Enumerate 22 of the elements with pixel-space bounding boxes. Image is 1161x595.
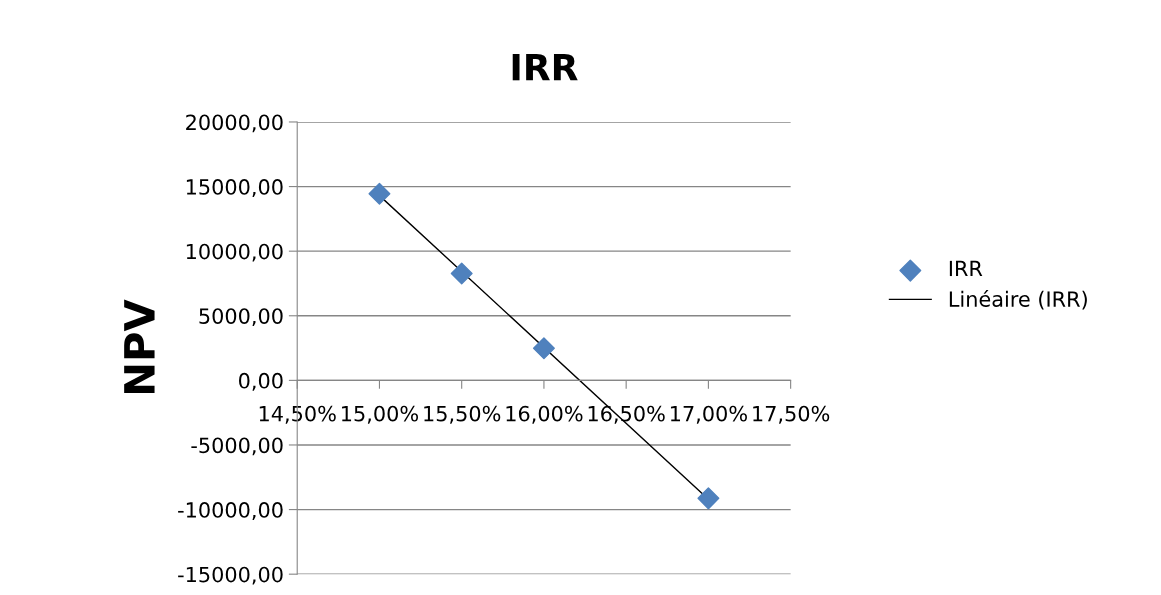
y-tick-label: 0,00: [239, 372, 283, 391]
chart-title: IRR: [512, 53, 578, 81]
legend-label: IRR: [949, 260, 983, 277]
y-tick-label: -5000,00: [191, 437, 283, 456]
x-tick-label: 15,00%: [342, 405, 419, 424]
point: [450, 262, 473, 285]
y-tick-label: 5000,00: [199, 308, 283, 327]
x-tick-label: 15,50%: [424, 405, 501, 424]
x-tick-label: 14,50%: [259, 405, 336, 424]
y-axis-title: NPV: [124, 299, 155, 394]
x-tick-label: 16,00%: [506, 405, 583, 424]
y-tick-label: 20000,00: [186, 114, 283, 133]
x-tick-label: 17,50%: [753, 405, 830, 424]
point: [532, 337, 555, 360]
y-tick-label: -10000,00: [178, 502, 283, 520]
point: [368, 182, 391, 205]
legend-label: Linéaire (IRR): [949, 289, 1087, 310]
y-tick-label: -15000,00: [178, 566, 283, 585]
y-tick-label: 15000,00: [186, 179, 283, 197]
x-tick-label: 17,00%: [670, 405, 747, 424]
point: [697, 487, 720, 510]
y-tick-label: 10000,00: [186, 243, 283, 262]
